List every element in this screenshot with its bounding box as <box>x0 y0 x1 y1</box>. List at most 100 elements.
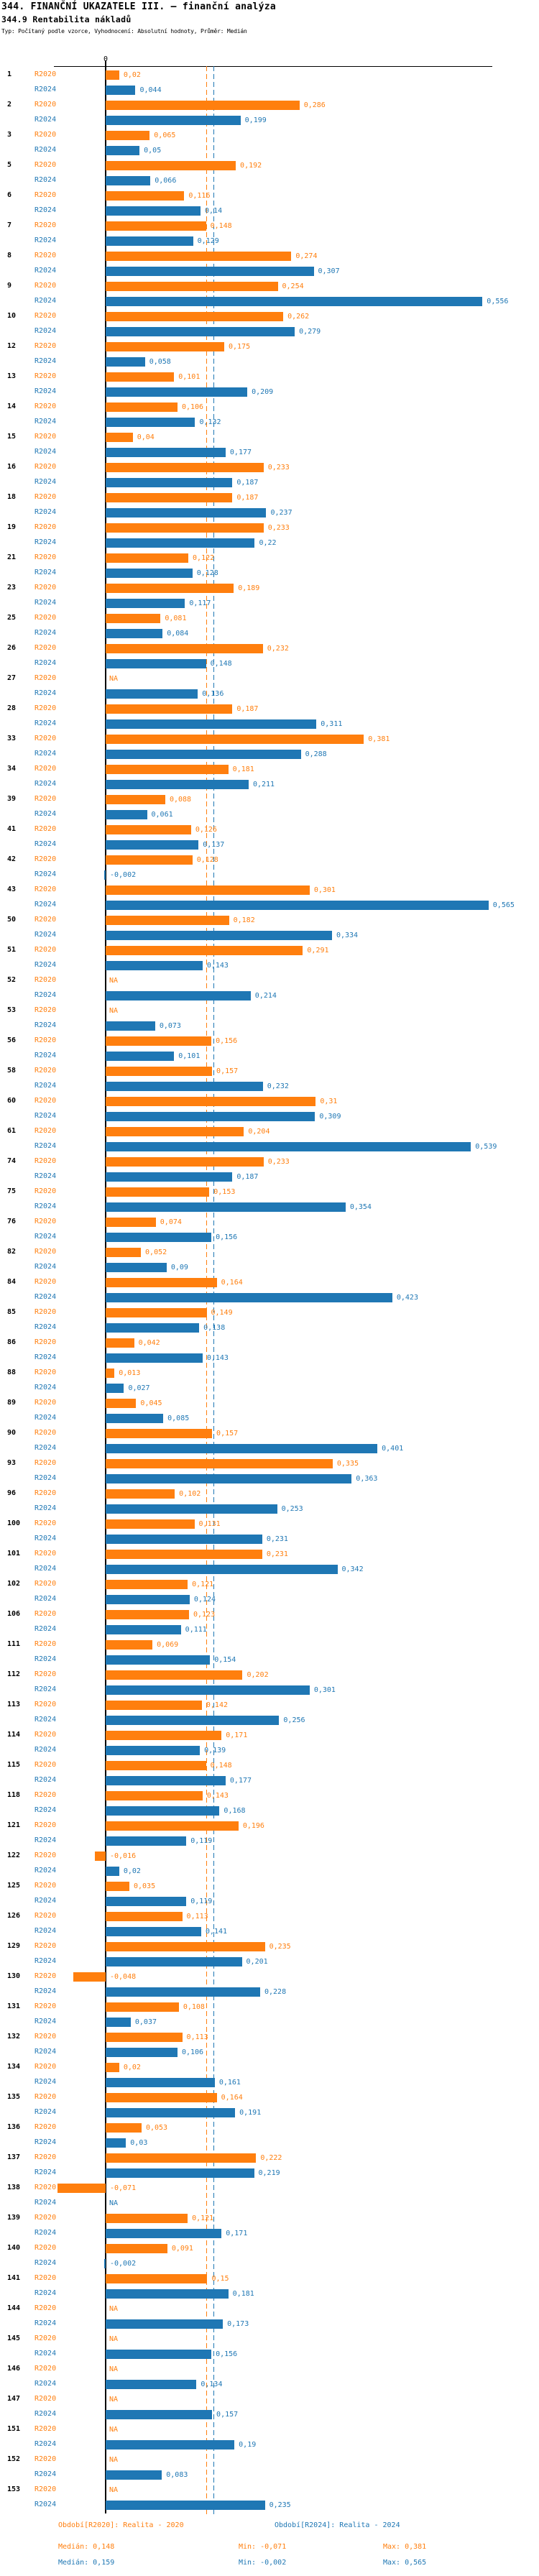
value-label-r2024: 0,083 <box>166 2471 188 2479</box>
value-label-r2024: -0,002 <box>110 2260 137 2268</box>
row-id-label: 122 <box>7 1852 21 1859</box>
value-label-r2020: 0,081 <box>165 615 187 622</box>
value-label-r2020: 0,02 <box>123 71 141 79</box>
value-label-r2024: 0,073 <box>159 1022 181 1030</box>
row-id-label: 90 <box>7 1429 17 1437</box>
series-label-r2020: R2020 <box>34 523 57 531</box>
row-id-label: 125 <box>7 1882 21 1890</box>
value-label-r2020: 0,262 <box>287 313 310 321</box>
stat-median-r2024: Medián: 0,159 <box>58 2559 115 2567</box>
series-label-r2024: R2024 <box>34 1021 57 1029</box>
series-label-r2024: R2024 <box>34 780 57 788</box>
value-label-r2020: 0,233 <box>267 1158 290 1166</box>
bar-r2020 <box>106 1519 195 1529</box>
value-label-r2020: 0,131 <box>198 1520 221 1528</box>
value-label-r2020: 0,204 <box>248 1128 270 1136</box>
bar-group: 23 R2020 0,189 R2024 0,117 <box>0 582 539 612</box>
series-label-r2024: R2024 <box>34 146 57 154</box>
value-label-r2024: 0,401 <box>382 1445 404 1453</box>
value-label-r2024: 0,119 <box>190 1837 213 1845</box>
bar-group: 137 R2020 0,222 R2024 0,219 <box>0 2152 539 2182</box>
bar-group: 141 R2020 0,15 R2024 0,181 <box>0 2273 539 2303</box>
bar-r2024 <box>106 2440 235 2450</box>
series-label-r2024: R2024 <box>34 901 57 908</box>
bar-group: 129 R2020 0,235 R2024 0,201 <box>0 1941 539 1971</box>
bar-r2020 <box>106 2153 257 2163</box>
series-label-r2020: R2020 <box>34 614 57 622</box>
series-label-r2020: R2020 <box>34 2455 57 2463</box>
bar-r2024 <box>106 1655 211 1665</box>
series-label-r2020: R2020 <box>34 886 57 893</box>
bar-r2020 <box>106 946 303 955</box>
series-label-r2020: R2020 <box>34 584 57 592</box>
value-label-r2024: 0,106 <box>181 2048 204 2056</box>
bar-group: 14 R2020 0,106 R2024 0,132 <box>0 401 539 431</box>
series-label-r2024: R2024 <box>34 1836 57 1844</box>
series-label-r2024: R2024 <box>34 1323 57 1331</box>
value-label-r2020: 0,065 <box>154 132 176 139</box>
value-label-r2024: 0,177 <box>229 1777 252 1785</box>
bar-group: 52 R2020 NA R2024 0,214 <box>0 975 539 1005</box>
series-label-r2020: R2020 <box>34 2334 57 2342</box>
bar-r2020 <box>106 1127 244 1136</box>
bar-r2024 <box>106 1897 187 1906</box>
series-label-r2024: R2024 <box>34 870 57 878</box>
value-label-r2020: 0,233 <box>267 464 290 472</box>
bar-r2024 <box>106 206 201 216</box>
bar-r2024 <box>106 2350 212 2359</box>
bar-group: 19 R2020 0,233 R2024 0,22 <box>0 522 539 552</box>
row-id-label: 151 <box>7 2425 21 2433</box>
series-label-r2020: R2020 <box>34 1006 57 1014</box>
row-id-label: 141 <box>7 2274 21 2282</box>
row-id-label: 139 <box>7 2214 21 2222</box>
row-id-label: 39 <box>7 795 17 803</box>
series-label-r2020: R2020 <box>34 1731 57 1739</box>
series-label-r2024: R2024 <box>34 1776 57 1784</box>
value-label-r2020: 0,042 <box>138 1339 160 1347</box>
bar-r2024 <box>106 176 151 185</box>
bar-r2024 <box>104 2259 106 2268</box>
bar-r2024 <box>106 1112 315 1121</box>
value-label-r2020: 0,128 <box>196 856 218 864</box>
value-label-r2020: 0,088 <box>169 796 192 804</box>
series-label-r2024: R2024 <box>34 2108 57 2116</box>
series-label-r2020: R2020 <box>34 553 57 561</box>
value-label-r2024: 0,139 <box>204 1747 226 1754</box>
row-id-label: 1 <box>7 70 12 78</box>
value-label-r2024: 0,191 <box>239 2109 262 2117</box>
value-label-r2024: 0,187 <box>236 479 259 487</box>
series-label-r2020: R2020 <box>34 1278 57 1286</box>
value-label-r2020: 0,192 <box>240 162 262 170</box>
page-title: 344. FINANČNÍ UKAZATELE III. – finanční … <box>1 1 276 12</box>
row-id-label: 121 <box>7 1821 21 1829</box>
row-id-label: 27 <box>7 674 17 682</box>
series-label-r2020: R2020 <box>34 1610 57 1618</box>
series-label-r2024: R2024 <box>34 1746 57 1754</box>
value-label-r2024: 0,301 <box>313 1686 336 1694</box>
bar-r2024 <box>106 86 136 95</box>
series-label-r2024: R2024 <box>34 86 57 93</box>
value-label-r2024: 0,253 <box>281 1505 303 1513</box>
bar-r2020 <box>106 131 150 140</box>
bar-group: 118 R2020 0,143 R2024 0,168 <box>0 1790 539 1820</box>
bar-group: 100 R2020 0,131 R2024 0,231 <box>0 1518 539 1548</box>
bar-group: 26 R2020 0,232 R2024 0,148 <box>0 643 539 673</box>
row-id-label: 42 <box>7 855 17 863</box>
row-id-label: 19 <box>7 523 17 531</box>
value-label-r2020: 0,196 <box>242 1822 264 1830</box>
row-id-label: 21 <box>7 553 17 561</box>
value-label-r2024: 0,05 <box>144 147 162 155</box>
bar-group: 58 R2020 0,157 R2024 0,232 <box>0 1065 539 1095</box>
bar-r2020 <box>106 1640 153 1650</box>
row-id-label: 100 <box>7 1519 21 1527</box>
value-label-r2024: 0,177 <box>229 448 252 456</box>
series-label-r2020: R2020 <box>34 976 57 984</box>
series-label-r2024: R2024 <box>34 2259 57 2267</box>
value-label-r2024: 0,256 <box>283 1716 305 1724</box>
row-id-label: 16 <box>7 463 17 471</box>
stat-min-r2024: Min: -0,002 <box>239 2559 287 2567</box>
stat-max-r2020: Max: 0,381 <box>383 2543 427 2551</box>
bar-r2024 <box>106 1957 242 1966</box>
series-label-r2024: R2024 <box>34 2440 57 2448</box>
bar-group: 34 R2020 0,181 R2024 0,211 <box>0 763 539 794</box>
